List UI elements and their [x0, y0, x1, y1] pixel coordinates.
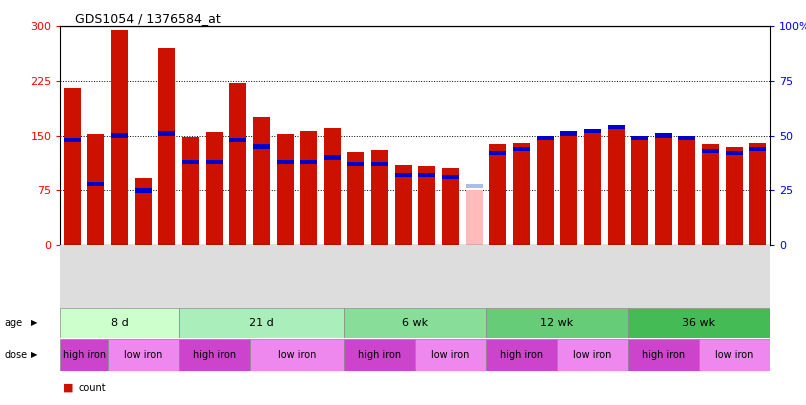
Bar — [371, 162, 388, 166]
Text: low iron: low iron — [573, 350, 612, 360]
Bar — [344, 309, 486, 337]
Text: 36 wk: 36 wk — [682, 318, 716, 328]
Bar — [418, 166, 435, 245]
Text: dose: dose — [4, 350, 27, 360]
Bar — [395, 173, 412, 177]
Text: high iron: high iron — [642, 350, 685, 360]
Text: low iron: low iron — [431, 350, 470, 360]
Text: age: age — [4, 318, 22, 328]
Bar — [300, 130, 318, 245]
Bar — [87, 134, 105, 245]
Bar — [702, 149, 719, 153]
Bar — [584, 129, 601, 134]
Bar — [513, 147, 530, 151]
Bar — [654, 134, 672, 245]
Bar — [415, 339, 486, 371]
Bar — [347, 152, 364, 245]
Bar — [654, 134, 672, 138]
Bar — [206, 160, 222, 164]
Text: high iron: high iron — [63, 350, 106, 360]
Bar — [631, 136, 648, 140]
Bar — [725, 151, 743, 156]
Bar — [179, 309, 344, 337]
Bar — [324, 156, 341, 160]
Text: 6 wk: 6 wk — [402, 318, 428, 328]
Bar — [699, 339, 770, 371]
Bar — [395, 165, 412, 245]
Bar — [250, 339, 344, 371]
Bar — [158, 48, 176, 245]
Text: 12 wk: 12 wk — [540, 318, 574, 328]
Text: count: count — [79, 383, 106, 392]
Bar — [466, 184, 483, 188]
Bar — [179, 339, 250, 371]
Bar — [489, 145, 506, 245]
Bar — [253, 117, 270, 245]
Bar — [608, 125, 625, 129]
Bar — [371, 150, 388, 245]
Text: high iron: high iron — [500, 350, 543, 360]
Text: low iron: low iron — [124, 350, 162, 360]
Bar — [182, 137, 199, 245]
Text: ■: ■ — [63, 383, 73, 392]
Bar — [60, 339, 108, 371]
Bar — [466, 190, 483, 245]
Bar — [557, 339, 628, 371]
Bar — [537, 136, 554, 140]
Bar — [229, 138, 247, 142]
Bar — [628, 309, 770, 337]
Bar — [679, 136, 696, 140]
Bar — [702, 145, 719, 245]
Bar — [442, 168, 459, 245]
Bar — [537, 137, 554, 245]
Bar — [486, 339, 557, 371]
Text: high iron: high iron — [193, 350, 235, 360]
Bar — [513, 143, 530, 245]
Bar — [418, 173, 435, 177]
Bar — [344, 339, 415, 371]
Bar — [442, 175, 459, 179]
Text: 21 d: 21 d — [249, 318, 274, 328]
Bar — [253, 145, 270, 149]
Bar — [628, 339, 699, 371]
Bar — [87, 181, 105, 186]
Bar — [679, 137, 696, 245]
Bar — [347, 162, 364, 166]
Bar — [276, 134, 293, 245]
Bar — [111, 134, 128, 138]
Bar — [229, 83, 247, 245]
Bar — [135, 178, 152, 245]
Bar — [158, 131, 176, 136]
Bar — [608, 125, 625, 245]
Bar — [560, 131, 577, 136]
Text: ▶: ▶ — [31, 318, 37, 328]
Bar — [135, 188, 152, 192]
Text: low iron: low iron — [715, 350, 754, 360]
Text: high iron: high iron — [358, 350, 401, 360]
Bar — [324, 128, 341, 245]
Bar — [750, 147, 767, 151]
Bar — [560, 134, 577, 245]
Bar — [111, 30, 128, 245]
Bar — [108, 339, 179, 371]
Text: ▶: ▶ — [31, 350, 37, 359]
Bar — [182, 160, 199, 164]
Bar — [276, 160, 293, 164]
Text: GDS1054 / 1376584_at: GDS1054 / 1376584_at — [75, 12, 220, 25]
Bar — [725, 147, 743, 245]
Bar — [64, 138, 81, 142]
Bar — [60, 309, 179, 337]
Bar — [631, 137, 648, 245]
Bar — [300, 160, 318, 164]
Bar — [584, 130, 601, 245]
Bar — [64, 88, 81, 245]
Text: 8 d: 8 d — [110, 318, 128, 328]
Bar — [206, 132, 222, 245]
Bar — [486, 309, 628, 337]
Bar — [489, 151, 506, 156]
Bar — [750, 143, 767, 245]
Text: low iron: low iron — [278, 350, 316, 360]
